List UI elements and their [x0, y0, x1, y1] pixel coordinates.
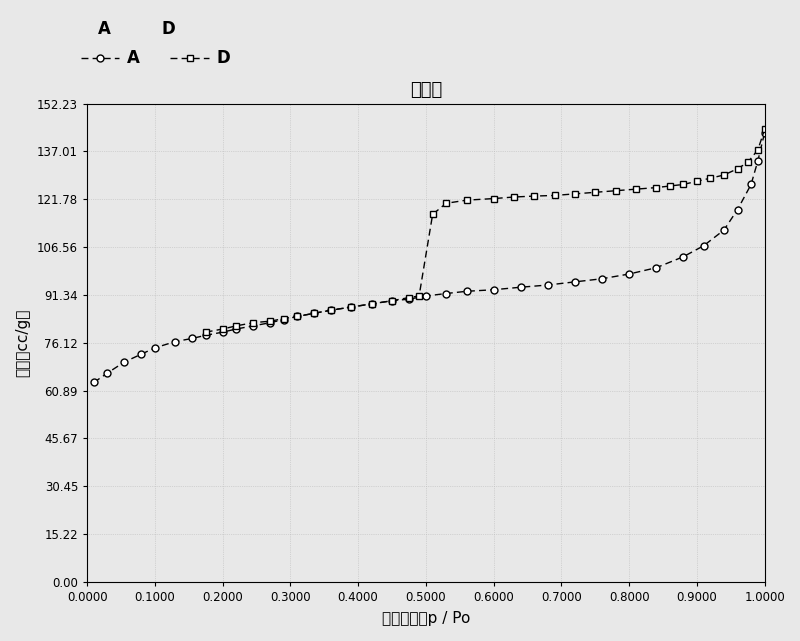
Text: A: A [98, 20, 110, 38]
X-axis label: 相对压力，p / Po: 相对压力，p / Po [382, 611, 470, 626]
Text: D: D [161, 20, 175, 38]
Y-axis label: 体积［cc/g］: 体积［cc/g］ [15, 308, 30, 377]
Legend: A, D: A, D [81, 49, 230, 67]
Title: 等温线: 等温线 [410, 81, 442, 99]
